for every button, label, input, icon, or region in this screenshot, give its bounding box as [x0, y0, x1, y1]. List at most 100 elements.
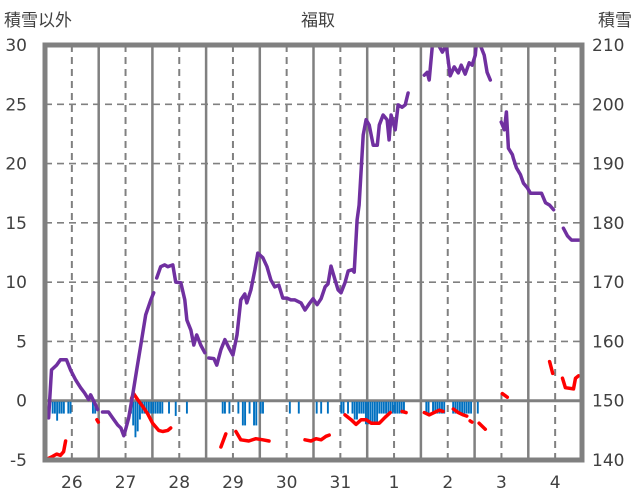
precipitation-bar: [461, 401, 464, 414]
precipitation-bar: [403, 401, 405, 414]
precipitation-bar: [347, 401, 349, 414]
left-axis-label: 積雪以外: [4, 11, 72, 31]
temperature-line: [95, 417, 101, 424]
precipitation-bar: [152, 401, 155, 414]
plot-frame: [42, 42, 585, 463]
precipitation-bar: [326, 401, 329, 414]
precipitation-bar: [427, 401, 430, 414]
x-tick: 1: [389, 473, 400, 493]
precipitation-bar: [356, 401, 358, 420]
precipitation-bar: [380, 401, 383, 414]
precipitation-bar: [378, 401, 381, 414]
precipitation-bar: [259, 401, 262, 414]
temperature-line: [303, 433, 331, 443]
precipitation-bar: [168, 401, 170, 414]
precipitation-bar: [51, 401, 54, 414]
precipitation-bar: [67, 401, 70, 414]
snow-depth-line: [207, 91, 410, 367]
temperature-line: [129, 391, 173, 434]
y-tick-right: 150: [592, 392, 624, 412]
right-axis-label: 積雪: [598, 11, 632, 31]
temperature-line: [45, 439, 68, 461]
precipitation-bar: [159, 401, 162, 414]
y-tick-left: 10: [5, 273, 27, 293]
precipitation-bar: [185, 401, 188, 414]
precipitation-bar: [371, 401, 374, 425]
precipitation-bar: [385, 401, 388, 414]
precipitation-bar: [136, 401, 139, 432]
precipitation-bar: [174, 401, 177, 416]
precipitation-bar: [400, 401, 403, 414]
precipitation-bar: [253, 401, 255, 426]
precipitation-bar: [262, 401, 264, 414]
precipitation-bar: [241, 401, 244, 426]
precipitation-bar: [147, 401, 150, 414]
precipitation-bar: [255, 401, 258, 426]
precipitation-bar: [342, 401, 345, 414]
x-tick: 30: [276, 473, 298, 493]
precipitation-bar: [364, 401, 367, 425]
precipitation-bar: [156, 401, 159, 414]
precipitation-bar: [351, 401, 354, 414]
y-tick-right: 210: [592, 36, 624, 56]
temperature-line: [560, 374, 581, 391]
x-tick: 2: [442, 473, 453, 493]
precipitation-bar: [288, 401, 291, 414]
precipitation-bar: [360, 401, 363, 414]
y-tick-left: 15: [5, 214, 27, 234]
y-tick-left: 5: [16, 332, 27, 352]
precipitation-bar: [396, 401, 399, 414]
temperature-line: [234, 429, 271, 443]
snow-depth-line: [561, 226, 582, 242]
temperature-line: [219, 432, 228, 449]
temperature-line: [468, 419, 474, 424]
precipitation-bar: [145, 401, 148, 414]
y-tick-left: 0: [16, 392, 27, 412]
y-tick-right: 160: [592, 332, 624, 352]
precipitation-bar: [320, 401, 323, 414]
y-tick-right: 200: [592, 95, 624, 115]
chart-title: 福取: [301, 11, 335, 31]
temperature-line: [500, 391, 510, 399]
x-tick: 26: [61, 473, 83, 493]
precipitation-bar: [138, 401, 141, 420]
x-tick: 27: [115, 473, 137, 493]
x-tick: 29: [222, 473, 244, 493]
precipitation-bar: [465, 401, 468, 414]
precipitation-bar: [297, 401, 300, 414]
precipitation-bar: [456, 401, 459, 414]
precipitation-bar: [434, 401, 437, 414]
precipitation-bar: [389, 401, 392, 414]
precipitation-bar: [134, 401, 137, 438]
precipitation-bar: [398, 401, 401, 414]
y-tick-right: 190: [592, 155, 624, 175]
precipitation-bar: [441, 401, 443, 414]
precipitation-bar: [237, 401, 240, 414]
precipitation-bar: [56, 401, 59, 421]
precipitation-bar: [228, 401, 231, 414]
precipitation-bar: [425, 401, 428, 414]
precipitation-bar: [248, 401, 251, 414]
snow-depth-line: [154, 263, 207, 355]
precipitation-bar: [221, 401, 224, 414]
precipitation-bar: [470, 401, 473, 414]
precipitation-bar: [224, 401, 226, 414]
precipitation-bar: [376, 401, 379, 425]
x-tick: 4: [550, 473, 561, 493]
precipitation-bar: [69, 401, 72, 414]
tick-labels: -5 0 5 10 15 20 25 30 140 150 160 170 180 190 200 210 26…: [5, 36, 624, 493]
precipitation-bar: [150, 401, 153, 414]
precipitation-bar: [358, 401, 361, 414]
precipitation-bar: [340, 401, 343, 414]
precipitation-bar: [91, 401, 94, 414]
precipitation-bar: [438, 401, 441, 414]
snow-depth-line: [46, 358, 100, 420]
precipitation-bar: [154, 401, 157, 414]
y-tick-right: 170: [592, 273, 624, 293]
precipitation-bar: [382, 401, 385, 414]
grid: [45, 45, 582, 460]
precipitation-bar: [391, 401, 394, 414]
snow-depth-line: [422, 43, 493, 82]
temperature-line: [451, 407, 469, 418]
